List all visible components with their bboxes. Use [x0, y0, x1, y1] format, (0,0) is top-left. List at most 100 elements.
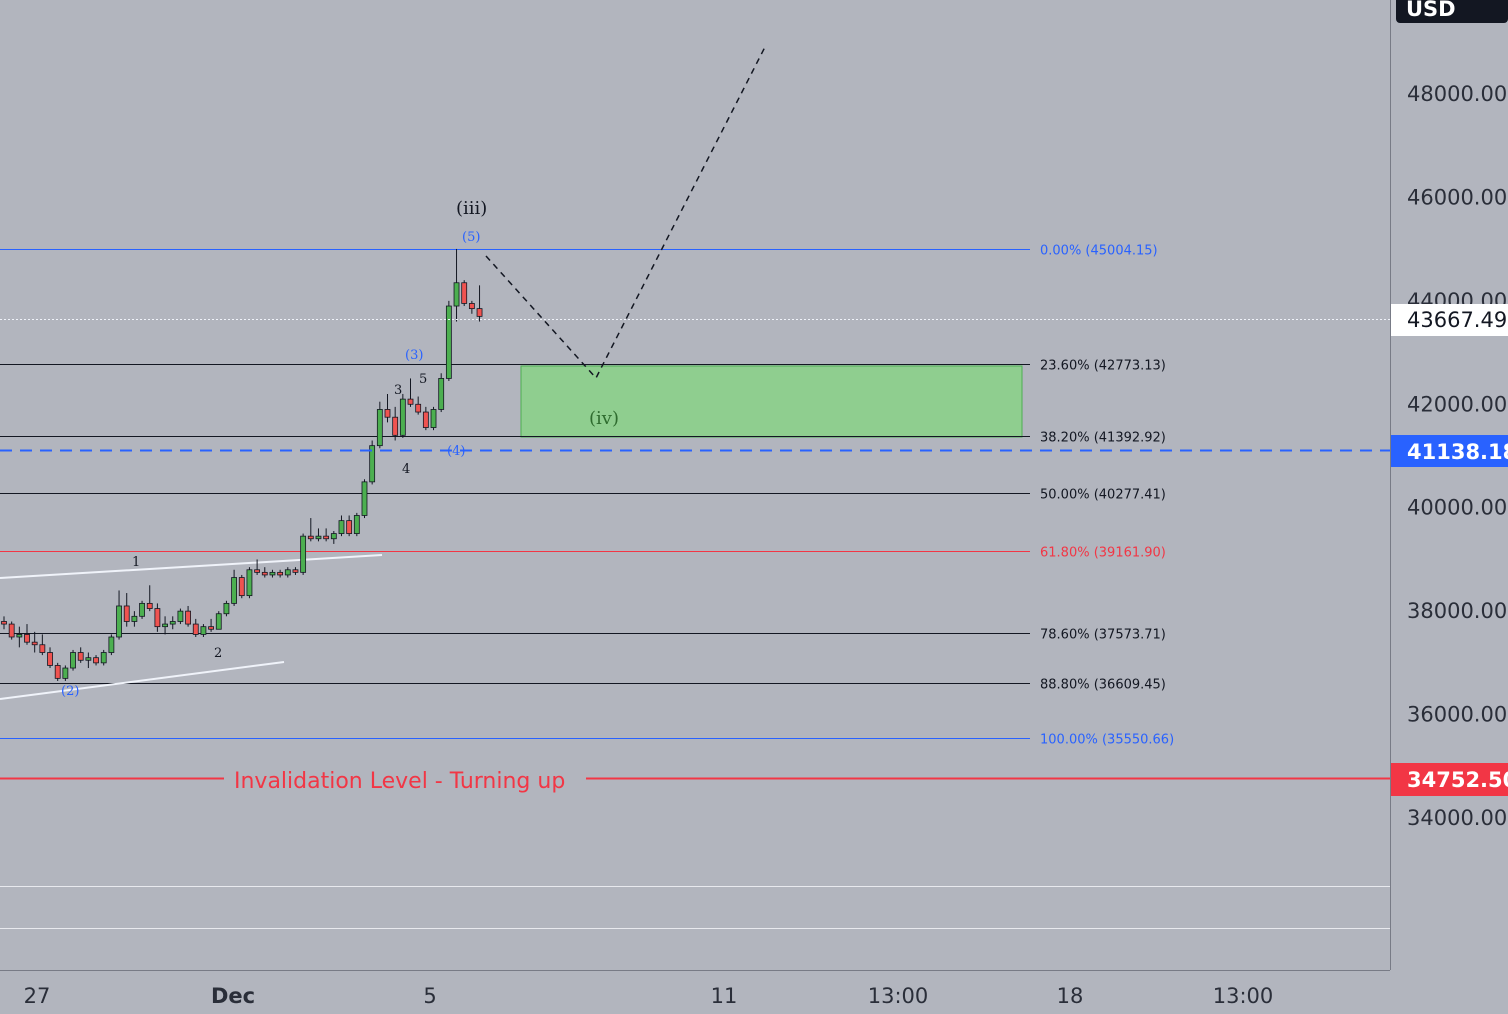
candle-body [315, 535, 322, 540]
candle-body [445, 305, 452, 379]
subwave-label-2: 2 [214, 646, 222, 661]
trendline-lower[interactable] [0, 661, 285, 700]
candle-body [100, 652, 107, 664]
fib-level-label: 100.00% (35550.66) [1040, 733, 1174, 748]
candle-body [93, 657, 99, 664]
price-tick-label: 46000.00 [1407, 185, 1507, 209]
fib-level-label: 23.60% (42773.13) [1040, 359, 1166, 374]
time-tick-label: Dec [211, 984, 255, 1008]
price-tick-label: 38000.00 [1407, 599, 1507, 623]
price-axis-panel[interactable] [1391, 0, 1508, 970]
candle-body [438, 378, 445, 410]
candle-body [123, 605, 130, 622]
invalidation-label: Invalidation Level - Turning up [234, 769, 565, 794]
candle-body [1, 621, 7, 625]
target-zone-iv[interactable] [520, 365, 1023, 438]
price-tick-label: 36000.00 [1407, 703, 1507, 727]
wave-label-4: (4) [447, 444, 465, 459]
candle-body [269, 571, 276, 576]
candle-body [215, 613, 222, 630]
candle-body [16, 634, 23, 638]
candle-body [468, 303, 475, 310]
fib-level-label: 88.80% (36609.45) [1040, 678, 1166, 693]
wave-label-iii: (iii) [456, 198, 487, 219]
wave-label-5: (5) [462, 230, 480, 245]
candle-body [177, 610, 184, 622]
price-tick-label: 40000.00 [1407, 496, 1507, 520]
time-axis-ticks: 27 Dec 5 11 13:00 18 13:00 [24, 984, 1274, 1008]
candle-body [284, 569, 291, 576]
candle-body [422, 411, 429, 428]
candle-body [223, 602, 230, 615]
currency-label: USD [1406, 0, 1456, 21]
invalidation-price-tag [1391, 763, 1508, 796]
time-axis-panel[interactable] [0, 971, 1508, 1014]
time-tick-label: 13:00 [1213, 984, 1274, 1008]
candle-body [384, 409, 391, 418]
candle-body [323, 535, 330, 540]
fib-level-label: 61.80% (39161.90) [1040, 546, 1166, 561]
price-tick-label: 34000.00 [1407, 806, 1507, 830]
currency-badge[interactable] [1396, 0, 1508, 23]
time-tick-label: 13:00 [868, 984, 929, 1008]
candle-body [85, 657, 92, 661]
candle-body [47, 652, 53, 666]
candle-body [330, 533, 337, 540]
trendline-upper[interactable] [0, 554, 383, 579]
candle-body [192, 623, 199, 635]
price-tick-label: 48000.00 [1407, 82, 1507, 106]
candle-body [399, 398, 406, 436]
wave-label-2: (2) [61, 684, 79, 699]
candle-body [346, 520, 353, 534]
current-price-tag [1391, 304, 1508, 336]
current-price-tag-label: 43667.49 [1407, 308, 1507, 332]
subwave-label-4: 4 [402, 462, 410, 477]
fib-retracement[interactable]: 0.00% (45004.15) 23.60% (42773.13) 38.20% … [0, 244, 1174, 748]
fib-level-label: 38.20% (41392.92) [1040, 431, 1166, 446]
candle-body [154, 608, 161, 628]
candle-body [131, 615, 138, 622]
candle-body [169, 621, 176, 625]
candle-body [353, 515, 360, 534]
candle-body [208, 626, 214, 630]
candle-body [238, 577, 245, 597]
candle-body [461, 282, 468, 304]
candle-body [54, 665, 61, 679]
candle-body [185, 610, 191, 625]
candle-body [292, 569, 299, 573]
candle-body [476, 308, 483, 317]
fib-level-label: 0.00% (45004.15) [1040, 244, 1158, 259]
candle-body [139, 602, 145, 617]
subwave-label-5: 5 [419, 372, 427, 387]
candle-body [415, 403, 422, 413]
candle-body [300, 535, 307, 573]
price-tick-label: 42000.00 [1407, 392, 1507, 416]
time-tick-label: 18 [1057, 984, 1084, 1008]
candle-body [246, 569, 253, 597]
subwave-label-1: 1 [132, 555, 140, 570]
candlestick-series [1, 248, 483, 681]
zone-label-iv: (iv) [589, 408, 619, 429]
candle-body [453, 282, 460, 307]
candle-body [392, 416, 399, 436]
candle-body [116, 605, 122, 638]
candle-body [261, 571, 268, 576]
fib-level-label: 78.60% (37573.71) [1040, 628, 1166, 643]
invalidation-price-tag-label: 34752.50 [1407, 768, 1508, 792]
candle-body [338, 520, 345, 534]
time-tick-label: 11 [711, 984, 738, 1008]
candle-body [108, 636, 115, 653]
candle-body [231, 577, 238, 604]
candle-body [200, 626, 207, 635]
candle-body [361, 481, 368, 516]
candle-body [277, 571, 284, 576]
fib-level-label: 50.00% (40277.41) [1040, 488, 1166, 503]
candle-body [77, 652, 84, 661]
candle-body [407, 398, 414, 405]
candle-body [146, 602, 153, 609]
candle-body [376, 409, 383, 447]
subwave-label-3: 3 [394, 383, 402, 398]
candle-body [254, 569, 261, 573]
marked-price-tag-label: 41138.18 [1407, 440, 1508, 464]
